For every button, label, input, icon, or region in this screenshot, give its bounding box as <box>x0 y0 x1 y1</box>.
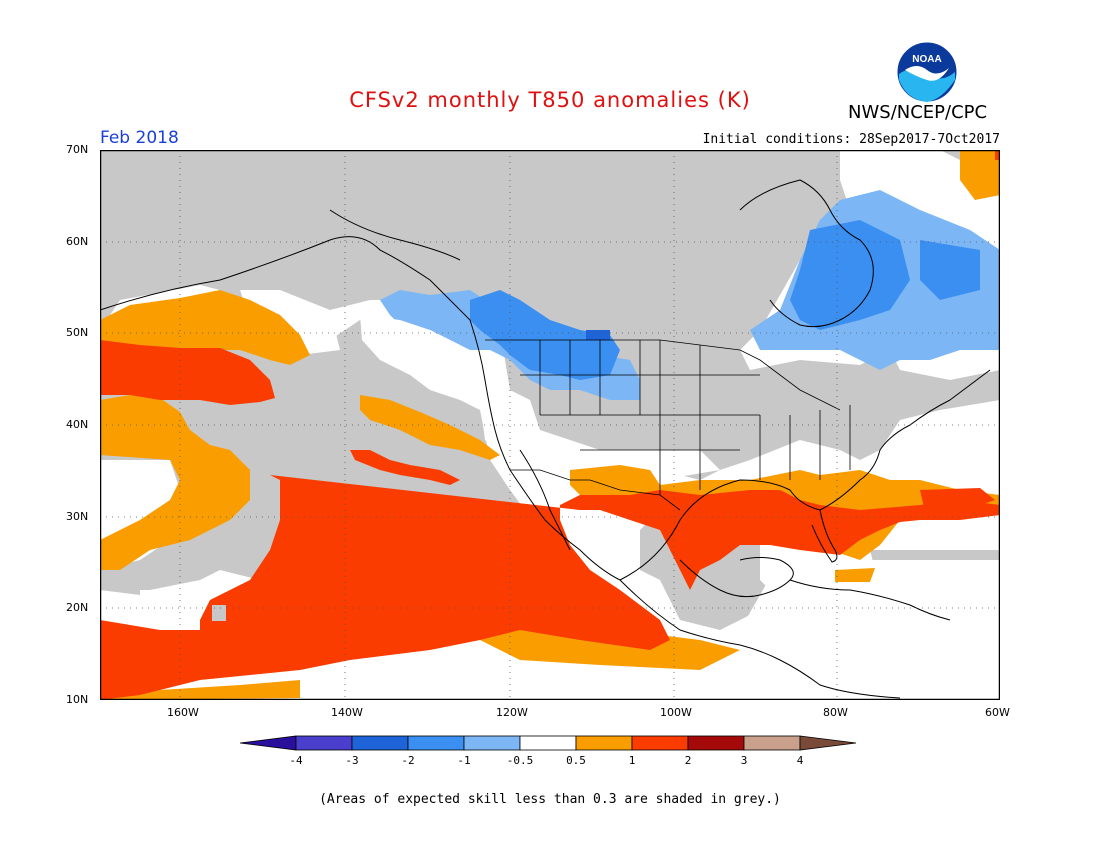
lat-label: 30N <box>66 510 89 523</box>
colorbar-swatch <box>631 735 689 751</box>
anomaly-plus-1 <box>100 150 1000 700</box>
colorbar-label: 4 <box>797 754 804 767</box>
lon-label: 60W <box>985 706 1010 719</box>
colorbar-label: -3 <box>345 754 358 767</box>
colorbar-swatch <box>463 735 521 751</box>
colorbar-swatch <box>575 735 633 751</box>
lon-label: 120W <box>496 706 528 719</box>
colorbar-swatch <box>799 735 857 751</box>
colorbar-label: 2 <box>685 754 692 767</box>
colorbar-label: -0.5 <box>507 754 534 767</box>
noaa-logo-icon: NOAA <box>896 41 958 103</box>
colorbar: -4 -3 -2 -1 -0.5 0.5 1 2 3 4 <box>240 735 857 767</box>
graticule <box>100 150 1000 700</box>
colorbar-swatch <box>743 735 801 751</box>
initial-conditions: Initial conditions: 28Sep2017-7Oct2017 <box>702 132 1000 147</box>
colorbar-swatch <box>351 735 409 751</box>
lon-label: 140W <box>331 706 363 719</box>
anomaly-minus-1 <box>470 220 980 380</box>
colorbar-swatch <box>240 735 297 751</box>
anomaly-minus-2 <box>586 330 610 340</box>
forecast-period: Feb 2018 <box>100 128 179 148</box>
coastlines <box>100 179 991 699</box>
lat-label: 40N <box>66 418 89 431</box>
colorbar-label: 0.5 <box>566 754 586 767</box>
skill-footnote: (Areas of expected skill less than 0.3 a… <box>319 792 781 807</box>
lon-label: 160W <box>167 706 199 719</box>
svg-text:NOAA: NOAA <box>912 54 941 65</box>
map-title: CFSv2 monthly T850 anomalies (K) <box>349 88 751 112</box>
lon-label: 80W <box>823 706 848 719</box>
colorbar-swatch <box>687 735 745 751</box>
map-frame <box>100 150 1000 700</box>
colorbar-label: -2 <box>401 754 414 767</box>
lat-label: 70N <box>66 143 89 156</box>
lat-label: 20N <box>66 601 89 614</box>
lat-label: 60N <box>66 235 89 248</box>
colorbar-label: 1 <box>629 754 636 767</box>
colorbar-swatch <box>295 735 353 751</box>
colorbar-label: -4 <box>289 754 303 767</box>
lat-label: 10N <box>66 693 89 706</box>
agency-label: NWS/NCEP/CPC <box>848 102 988 123</box>
colorbar-swatch <box>519 735 577 751</box>
anomaly-map <box>100 150 1000 700</box>
colorbar-label: -1 <box>457 754 470 767</box>
colorbar-swatch <box>407 735 465 751</box>
lat-label: 50N <box>66 326 89 339</box>
political-borders <box>485 339 851 511</box>
colorbar-label: 3 <box>741 754 748 767</box>
lon-label: 100W <box>660 706 692 719</box>
